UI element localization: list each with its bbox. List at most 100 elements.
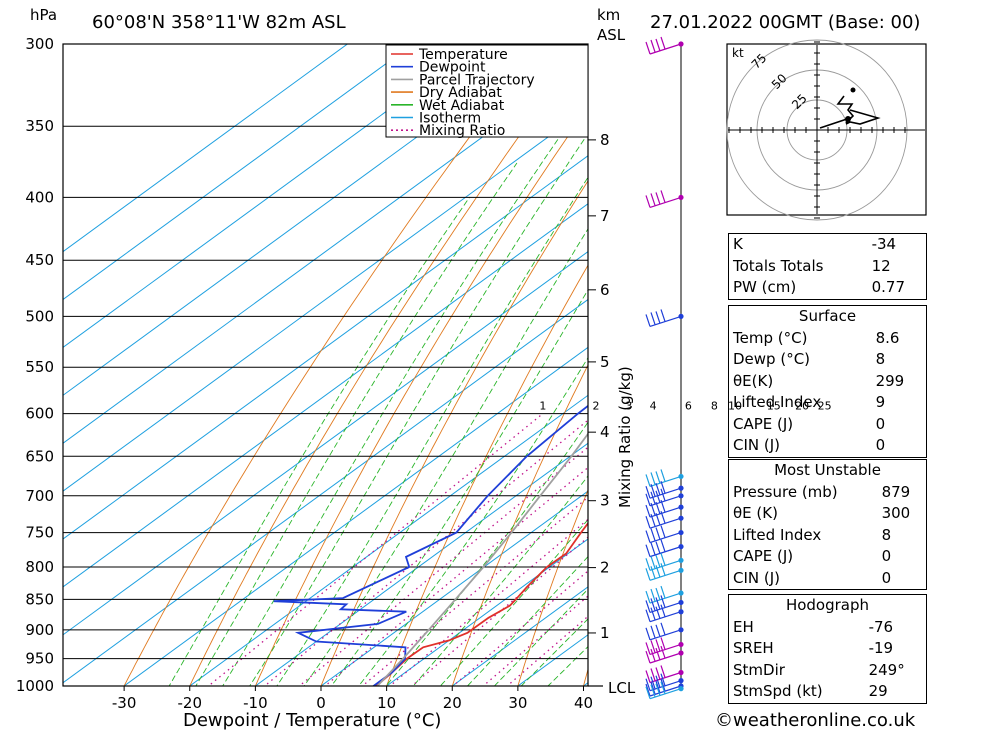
- x-tick-label: -30: [112, 694, 137, 712]
- indices-surface-row: θE(K) 299: [729, 371, 927, 393]
- indices-row: PW (cm) 0.77: [729, 277, 927, 299]
- mixing-ratio-tick-label: 4: [650, 400, 657, 413]
- indices-table-hodograph: Hodograph EH -76 SREH -19 StmDir 249° StmSpd (…: [728, 594, 927, 704]
- km-tick-label: 5: [600, 353, 610, 371]
- parcel-trajectory-profile: [376, 432, 588, 686]
- wind-barbs: [645, 36, 684, 700]
- wet-adiabat-line: [358, 356, 588, 686]
- wet-adiabat-line: [412, 475, 588, 686]
- indices-most_unstable-value: 879: [881, 482, 911, 501]
- mixing-ratio-line: [388, 518, 588, 686]
- indices-hodo_tbl-row: EH -76: [729, 617, 927, 639]
- km-tick-label: 2: [600, 559, 610, 577]
- indices-most_unstable-row: θE (K) 300: [729, 503, 927, 525]
- mixing-ratio-line: [298, 446, 588, 686]
- indices-surface-row: CAPE (J) 0: [729, 414, 927, 436]
- indices-surface-row: Dewp (°C) 8: [729, 349, 927, 371]
- pressure-tick-label: 350: [25, 117, 54, 135]
- pressure-tick-label: 850: [25, 590, 54, 608]
- x-tick-label: 40: [574, 694, 593, 712]
- wind-barb-icon: [645, 525, 682, 544]
- wind-barb-icon: [645, 469, 682, 487]
- axes: 3003504004505005506006507007508008509009…: [16, 35, 610, 712]
- indices-hodo_tbl-value: -19: [868, 639, 894, 658]
- legend-entry-label: Dewpoint: [419, 60, 486, 76]
- wind-barb-icon: [645, 595, 682, 614]
- indices-surface-value: 8.6: [875, 328, 900, 347]
- dry-adiabat-line: [386, 264, 588, 686]
- surface-title: Surface: [798, 307, 857, 326]
- isotherm-line: [63, 203, 588, 588]
- x-tick-label: 10: [377, 694, 396, 712]
- dewpoint-profile: [273, 404, 588, 686]
- indices-surface-label: Temp (°C): [733, 328, 808, 347]
- wind-barb-icon: [645, 637, 682, 655]
- hodograph-point: [850, 87, 856, 93]
- indices-surface-row: CIN (J) 0: [729, 435, 927, 457]
- isotherm-line: [188, 394, 588, 686]
- indices-most_unstable-value: 300: [881, 504, 911, 523]
- mixing-ratio-tick-label: 3: [625, 400, 632, 413]
- dry-adiabat-line: [123, 44, 540, 686]
- indices-surface-value: 299: [875, 371, 905, 390]
- indices-most_unstable-value: 0: [881, 547, 892, 566]
- indices-surface-row: Lifted Index 9: [729, 392, 927, 414]
- location-title: 60°08'N 358°11'W 82m ASL: [92, 12, 346, 33]
- legend-entry-label: Parcel Trajectory: [419, 72, 535, 88]
- x-axis-label: Dewpoint / Temperature (°C): [183, 710, 441, 731]
- mixing-ratio-tick-label: 15: [767, 400, 781, 413]
- wind-barb-icon: [645, 645, 682, 664]
- indices-surface-value: 0: [875, 414, 886, 433]
- indices-surface-row: Temp (°C) 8.6: [729, 328, 927, 350]
- wind-barb-icon: [645, 622, 682, 641]
- isotherm-line: [320, 490, 588, 686]
- pressure-tick-label: 650: [25, 447, 54, 465]
- mixing-ratio-line: [452, 570, 588, 686]
- wet-adiabat-line: [385, 421, 588, 686]
- wind-barb-icon: [645, 604, 682, 623]
- isotherm-line: [63, 44, 414, 301]
- indices-row: Totals Totals 12: [729, 256, 927, 278]
- temperature-profile: [374, 521, 588, 686]
- indices-surface-value: 9: [875, 393, 886, 412]
- isotherm-line: [63, 298, 588, 684]
- indices-label: K: [733, 235, 743, 254]
- pressure-tick-label: 950: [25, 650, 54, 668]
- indices-hodo_tbl-value: -76: [868, 617, 894, 636]
- wind-barb-icon: [645, 539, 682, 558]
- indices-most_unstable-value: 8: [881, 525, 892, 544]
- wind-barb-icon: [645, 585, 682, 604]
- indices-most_unstable-row: CAPE (J) 0: [729, 546, 927, 568]
- pressure-tick-label: 1000: [16, 677, 54, 695]
- indices-table-surface: Surface Temp (°C) 8.6 Dewp (°C) 8 θE(K) 299 Li…: [728, 305, 927, 458]
- indices-surface-label: Lifted Index: [733, 393, 822, 412]
- isotherm-line: [63, 107, 588, 492]
- wet-adiabat-line: [222, 125, 568, 686]
- profiles: [273, 404, 588, 686]
- indices-surface-label: Dewp (°C): [733, 350, 811, 369]
- pressure-tick-label: 300: [25, 35, 54, 53]
- most-unstable-title: Most Unstable: [774, 461, 881, 480]
- indices-hodo_tbl-label: StmDir: [733, 660, 785, 679]
- wind-barb-icon: [645, 488, 682, 507]
- mixing-ratio-axis-label: Mixing Ratio (g/kg): [616, 366, 634, 508]
- hodograph-unit: kt: [732, 46, 744, 60]
- indices-most_unstable-label: Lifted Index: [733, 525, 822, 544]
- pressure-tick-label: 900: [25, 621, 54, 639]
- wind-barb-icon: [645, 665, 682, 684]
- isotherm-line: [63, 44, 349, 253]
- indices-most_unstable-label: CAPE (J): [733, 547, 794, 566]
- wind-barb-icon: [645, 678, 682, 697]
- legend-entry-label: Wet Adiabat: [419, 98, 505, 114]
- mixing-ratio-tick-label: 25: [818, 400, 832, 413]
- dry-adiabat-line: [976, 7, 1000, 712]
- mixing-ratio-tick-label: 8: [711, 400, 718, 413]
- hodograph-point: [845, 116, 851, 122]
- mixing-ratio-line: [263, 419, 588, 686]
- indices-table-general: K -34 Totals Totals 12 PW (cm) 0.77: [728, 233, 927, 300]
- dry-adiabat-line: [254, 106, 588, 686]
- km-tick-label: 8: [600, 131, 610, 149]
- legend-entry-label: Temperature: [418, 47, 508, 63]
- wind-barb-icon: [645, 190, 682, 208]
